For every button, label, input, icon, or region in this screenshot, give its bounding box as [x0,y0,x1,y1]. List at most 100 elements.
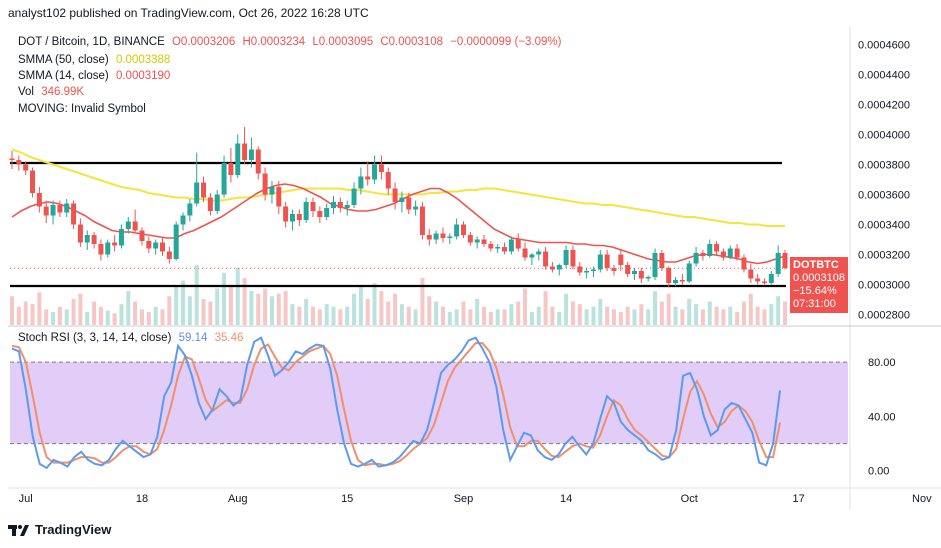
candle-body [495,247,501,249]
time-tick-label: 15 [341,493,353,505]
volume-bar [523,288,528,325]
volume-bar [591,306,596,325]
candle-body [392,188,398,202]
candle-body [741,257,747,270]
candle-body [64,203,70,213]
volume-bar [153,306,158,325]
candle-body [57,205,63,213]
volume-bar [23,301,28,325]
candle-body [365,176,371,180]
price-tag: DOTBTC 0.0003108 −15.64% 07:31:00 [790,257,848,313]
candle-body [563,250,569,265]
candle-body [255,149,261,174]
publisher-line: analyst102 published on TradingView.com,… [8,6,369,20]
volume-bar [215,288,220,325]
volume-bar [482,306,487,325]
stoch-rsi-legend: Stoch RSI (3, 3, 14, 14, close) 59.14 35… [18,332,247,344]
volume-bar [317,309,322,325]
candle-body [440,233,446,238]
volume-bar [187,296,192,325]
candle-body [679,280,685,282]
candle-body [419,206,425,235]
candle-body [666,268,672,283]
volume-label: Vol [18,86,34,98]
candle-body [686,263,692,282]
candle-body [474,239,480,243]
candle-body [242,143,248,160]
volume-bar [98,306,103,325]
volume-bar [741,301,746,325]
volume-bar [694,304,699,325]
candle-body [508,239,514,252]
volume-bar [529,311,534,325]
volume-bar [249,291,254,325]
candle-body [146,241,152,249]
tradingview-logo[interactable]: TradingView [8,522,111,537]
volume-bar [728,306,733,325]
price-tick-label: 0.0003400 [858,220,910,232]
candle-body [549,266,555,270]
volume-bar [653,291,658,325]
volume-bar [310,306,315,325]
candle-body [413,206,419,210]
candle-body [84,235,90,243]
volume-bar [420,278,425,325]
candle-body [153,242,159,249]
price-tick-label: 0.0003000 [858,280,910,292]
volume-bar [64,309,69,325]
candle-body [522,248,528,258]
candle-body [344,205,350,208]
volume-bar [146,311,151,325]
smma14-value: 0.0003190 [115,70,171,82]
time-tick-label: Oct [681,493,698,505]
volume-bar [564,293,569,325]
volume-bar [338,309,343,325]
price-tick-label: 0.0003800 [858,160,910,172]
volume-bar [194,265,199,325]
candle-body [399,197,405,202]
volume-bar [557,311,562,325]
price-tick-label: 0.0004200 [858,100,910,112]
volume-bar [625,306,630,325]
change-value: −0.0000099 (−3.09%) [450,36,562,48]
volume-bar [598,298,603,325]
candle-body [139,230,145,241]
candle-body [77,224,83,243]
volume-bar [174,285,179,325]
stoch-rsi-d-line [11,342,781,467]
volume-bar [386,301,391,325]
candle-body [543,251,549,267]
volume-bar [721,309,726,325]
smma50-label: SMMA (50, close) [18,54,109,66]
volume-bar [461,301,466,325]
candle-body [782,253,788,268]
volume-bar [769,304,774,325]
candle-body [112,242,118,246]
candle-body [173,224,179,259]
candle-body [235,143,241,175]
candle-body [159,242,165,252]
volume-bar [51,311,56,325]
volume-bar [44,309,49,325]
candle-body [761,281,767,283]
stoch-rsi-band [10,362,848,444]
candle-body [228,163,234,175]
candle-body [214,194,220,211]
volume-bar [139,309,144,325]
time-tick-label: 17 [793,493,805,505]
volume-bar [605,306,610,325]
candle-body [50,205,56,216]
volume-bar [297,306,302,325]
volume-bar [488,311,493,325]
candle-body [378,164,384,172]
candle-body [166,251,172,259]
volume-bar [160,309,165,325]
candle-body [556,265,562,270]
volume-bar [57,306,62,325]
volume-bar [222,272,227,325]
candle-body [187,203,193,216]
candle-body [248,149,254,160]
stoch-rsi-label: Stoch RSI (3, 3, 14, 14, close) [18,332,172,344]
time-tick-label: Jul [19,493,33,505]
